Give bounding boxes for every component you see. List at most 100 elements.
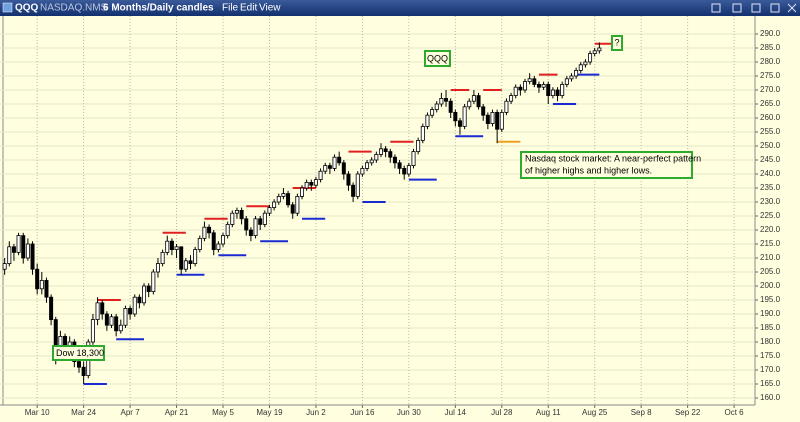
- candle-body: [471, 95, 476, 102]
- candle-body: [546, 84, 551, 97]
- x-tick-label: Mar 10: [25, 408, 50, 417]
- plot-background: [0, 16, 800, 422]
- exchange[interactable]: NASDAQ.NMS: [40, 3, 108, 14]
- y-tick-label: 225.0: [760, 211, 781, 220]
- y-tick-label: 185.0: [760, 323, 781, 332]
- candle-body: [11, 246, 16, 253]
- candle-body: [504, 100, 509, 113]
- candle-body: [90, 319, 95, 343]
- candle-body: [281, 193, 286, 197]
- annotation: QQQ: [427, 53, 448, 63]
- y-tick-label: 165.0: [760, 379, 781, 388]
- candle-body: [513, 86, 518, 96]
- candle-body: [35, 268, 40, 290]
- candle-body: [583, 61, 588, 66]
- candle-body: [211, 232, 216, 251]
- x-tick-label: Sep 22: [675, 408, 701, 417]
- candle-body: [123, 307, 128, 326]
- candle-body: [169, 240, 174, 250]
- candle-body: [276, 195, 281, 203]
- candle-body: [378, 148, 383, 155]
- candle-body: [104, 313, 109, 326]
- levels: [83, 42, 614, 385]
- y-tick-label: 275.0: [760, 71, 781, 80]
- y-tick-label: 285.0: [760, 43, 781, 52]
- candle-body: [555, 89, 560, 96]
- y-tick-label: 215.0: [760, 239, 781, 248]
- candle-body: [318, 170, 323, 180]
- candle-body: [411, 151, 416, 167]
- candle-body: [444, 98, 449, 102]
- candle-body: [574, 70, 579, 77]
- y-tick-label: 280.0: [760, 57, 781, 66]
- candle-body: [369, 159, 374, 164]
- y-tick-label: 220.0: [760, 225, 781, 234]
- candle-body: [578, 64, 583, 71]
- y-tick-label: 195.0: [760, 295, 781, 304]
- candle-body: [267, 207, 272, 214]
- x-tick-label: Jun 2: [306, 408, 326, 417]
- y-tick-label: 160.0: [760, 393, 781, 402]
- candle-body: [434, 103, 439, 110]
- y-tick-label: 170.0: [760, 365, 781, 374]
- candle-body: [49, 296, 54, 321]
- candle-body: [490, 112, 495, 125]
- candle-body: [290, 204, 295, 214]
- candle-body: [550, 89, 555, 96]
- candle-body: [53, 319, 58, 349]
- annotation: of higher highs and higher lows.: [525, 165, 652, 175]
- candle-body: [244, 218, 249, 231]
- menu-file[interactable]: File: [222, 3, 239, 14]
- y-tick-label: 210.0: [760, 253, 781, 262]
- candle-body: [128, 307, 133, 315]
- app-icon: [2, 2, 13, 13]
- candle-body: [532, 78, 537, 85]
- candle-body: [518, 86, 523, 91]
- candle-body: [453, 112, 458, 122]
- y-tick-label: 190.0: [760, 309, 781, 318]
- candle-body: [327, 165, 332, 169]
- candle-body: [462, 106, 467, 127]
- candle-body: [114, 316, 119, 332]
- period[interactable]: 6 Months/Daily candles: [103, 3, 214, 14]
- candle-body: [118, 324, 123, 332]
- y-tick-label: 255.0: [760, 127, 781, 136]
- candle-body: [485, 114, 490, 124]
- candle-body: [39, 279, 44, 290]
- annotation: ?: [614, 37, 619, 47]
- candle-body: [207, 226, 212, 234]
- candle-body: [304, 181, 309, 189]
- x-tick-label: May 19: [256, 408, 283, 417]
- candle-body: [374, 153, 379, 161]
- candle-body: [137, 296, 142, 304]
- candle-body: [457, 120, 462, 127]
- window-icons[interactable]: [711, 3, 797, 13]
- menu-view[interactable]: View: [259, 3, 281, 14]
- y-tick-label: 235.0: [760, 183, 781, 192]
- candle-body: [132, 296, 137, 315]
- candle-body: [179, 246, 184, 270]
- candle-body: [499, 112, 504, 130]
- candle-body: [188, 260, 193, 264]
- candle-body: [346, 173, 351, 186]
- candle-body: [225, 223, 230, 236]
- candle-body: [272, 201, 277, 208]
- candle-body: [230, 212, 235, 225]
- candle-body: [481, 106, 486, 116]
- annotations: QQQ ? Nasdaq stock market: A near-perfec…: [52, 35, 701, 361]
- y-tick-label: 205.0: [760, 267, 781, 276]
- y-tick-label: 250.0: [760, 141, 781, 150]
- candle-body: [476, 95, 481, 108]
- candle-body: [588, 53, 593, 63]
- candle-body: [365, 162, 370, 169]
- candle-body: [30, 243, 35, 270]
- x-tick-label: Apr 21: [165, 408, 189, 417]
- menu-edit[interactable]: Edit: [240, 3, 257, 14]
- candle-body: [323, 165, 328, 172]
- candle-body: [569, 75, 574, 80]
- x-tick-label: Jun 16: [350, 408, 375, 417]
- y-tick-label: 265.0: [760, 99, 781, 108]
- candle-body: [392, 156, 397, 164]
- candle-body: [313, 179, 318, 186]
